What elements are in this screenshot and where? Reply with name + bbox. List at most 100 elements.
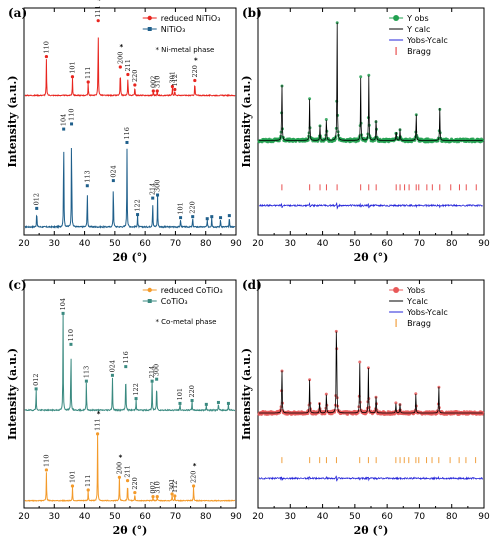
peak-label: 110 bbox=[68, 109, 76, 121]
x-axis-label: 2θ (°) bbox=[354, 251, 389, 264]
plot-frame bbox=[257, 279, 485, 509]
x-axis-label: 2θ (°) bbox=[113, 251, 148, 264]
y-axis-label: Intensity (a.u.) bbox=[6, 348, 19, 440]
x-tick-label: 20 bbox=[18, 239, 30, 249]
peak-label: 301 bbox=[168, 479, 176, 491]
peak-marker bbox=[155, 377, 159, 381]
panel-label: (b) bbox=[242, 6, 262, 20]
peak-marker bbox=[190, 399, 194, 403]
peak-label: 113 bbox=[83, 170, 91, 182]
plot-frame bbox=[257, 7, 485, 236]
peak-label: 101 bbox=[68, 61, 76, 73]
metal-phase-star: * bbox=[97, 410, 101, 418]
peak-marker bbox=[125, 140, 129, 144]
series-line-reduced-CoTiO3 bbox=[24, 433, 236, 503]
peak-label: 220 bbox=[189, 201, 197, 213]
legend-label: NiTiO₃ bbox=[161, 25, 186, 34]
x-tick-label: 90 bbox=[230, 239, 242, 249]
x-tick-label: 60 bbox=[381, 512, 393, 522]
obs-point bbox=[324, 392, 328, 396]
x-tick-label: 90 bbox=[230, 512, 242, 522]
peak-label: 220 bbox=[188, 385, 196, 397]
peak-label: 220 bbox=[190, 471, 198, 483]
legend-label: Yobs-Ycalc bbox=[406, 36, 448, 45]
x-tick-label: 60 bbox=[381, 239, 393, 249]
x-tick-label: 70 bbox=[170, 512, 182, 522]
peak-marker bbox=[151, 495, 155, 499]
x-tick-label: 40 bbox=[79, 512, 91, 522]
peak-label: 220 bbox=[131, 70, 139, 82]
obs-point bbox=[324, 118, 328, 121]
x-tick-label: 80 bbox=[200, 239, 212, 249]
peak-marker bbox=[226, 401, 230, 405]
peak-label: 024 bbox=[108, 360, 116, 372]
legend: Y obs Y calc Yobs-Ycalc Bragg bbox=[389, 14, 448, 56]
peak-label: 101 bbox=[176, 388, 184, 400]
peak-label: 301 bbox=[168, 71, 176, 83]
peak-marker bbox=[95, 432, 100, 436]
peak-marker bbox=[44, 54, 49, 59]
peak-marker bbox=[85, 184, 89, 188]
x-tick-label: 20 bbox=[252, 512, 264, 522]
peak-marker bbox=[44, 468, 49, 472]
panel-1-axes: 20 30 40 50 60 70 80 90 2θ (°) Intensity (a.u.) (b… bbox=[240, 6, 490, 264]
legend-label: Yobs bbox=[406, 286, 425, 295]
legend-marker bbox=[147, 15, 152, 21]
x-tick-label: 70 bbox=[170, 239, 182, 249]
obs-point bbox=[366, 366, 370, 370]
peak-label: 200 bbox=[116, 52, 124, 64]
panel-0-axes: 20 30 40 50 60 70 80 90 2θ (°) Intensity (a.u.) (a… bbox=[6, 6, 242, 264]
peak-label: 310 bbox=[153, 481, 161, 493]
peak-marker bbox=[96, 19, 100, 23]
legend-marker bbox=[393, 15, 400, 21]
peak-marker bbox=[170, 84, 174, 89]
peak-marker bbox=[155, 89, 159, 93]
peak-label: 111 bbox=[84, 475, 92, 487]
x-tick-label: 60 bbox=[139, 512, 151, 522]
panel-label: (d) bbox=[242, 278, 262, 292]
legend-marker bbox=[147, 287, 152, 293]
phase-note: * Ni-metal phase bbox=[155, 46, 214, 54]
peak-marker bbox=[111, 179, 115, 183]
peak-marker bbox=[191, 215, 195, 219]
peak-marker bbox=[193, 78, 197, 83]
peak-marker bbox=[86, 80, 90, 84]
peak-marker bbox=[133, 491, 137, 495]
x-tick-label: 50 bbox=[349, 239, 361, 249]
legend-label: Bragg bbox=[407, 319, 431, 328]
peak-label: 012 bbox=[32, 373, 40, 385]
observed-points bbox=[257, 329, 485, 416]
legend-label: CoTiO₃ bbox=[161, 297, 188, 306]
obs-point bbox=[414, 392, 418, 396]
peak-label: 101 bbox=[177, 202, 185, 214]
legend-label: Bragg bbox=[407, 47, 431, 56]
obs-point bbox=[357, 137, 361, 141]
legend-marker bbox=[393, 287, 400, 293]
peak-marker bbox=[86, 488, 90, 492]
peak-label: 200 bbox=[115, 462, 123, 474]
legend: Yobs Ycalc Yobs-Ycalc Bragg bbox=[389, 286, 448, 328]
peak-marker bbox=[178, 401, 182, 405]
peak-marker bbox=[126, 72, 130, 77]
x-tick-label: 90 bbox=[478, 239, 490, 249]
peak-marker bbox=[118, 65, 122, 69]
peak-label: 116 bbox=[123, 127, 131, 139]
x-tick-label: 40 bbox=[317, 512, 329, 522]
panel-3-axes: 20 30 40 50 60 70 80 90 2θ (°) Intensity (a.u.) (d… bbox=[240, 278, 490, 537]
peak-label: 220 bbox=[191, 65, 199, 77]
plot-frame bbox=[23, 7, 237, 236]
peak-label: 112 bbox=[171, 481, 179, 493]
peak-marker bbox=[69, 342, 73, 346]
peak-marker bbox=[173, 494, 177, 498]
peak-marker bbox=[124, 365, 128, 369]
peak-marker bbox=[151, 89, 155, 93]
peak-marker bbox=[219, 216, 223, 220]
x-tick-label: 80 bbox=[446, 512, 458, 522]
series-line-NiTiO3 bbox=[24, 147, 236, 230]
legend-marker bbox=[147, 299, 152, 303]
legend-label: Ycalc bbox=[406, 297, 428, 306]
peak-marker bbox=[192, 484, 196, 488]
metal-phase-star: * bbox=[97, 0, 101, 5]
peak-marker bbox=[61, 311, 65, 315]
peak-marker bbox=[35, 206, 39, 210]
